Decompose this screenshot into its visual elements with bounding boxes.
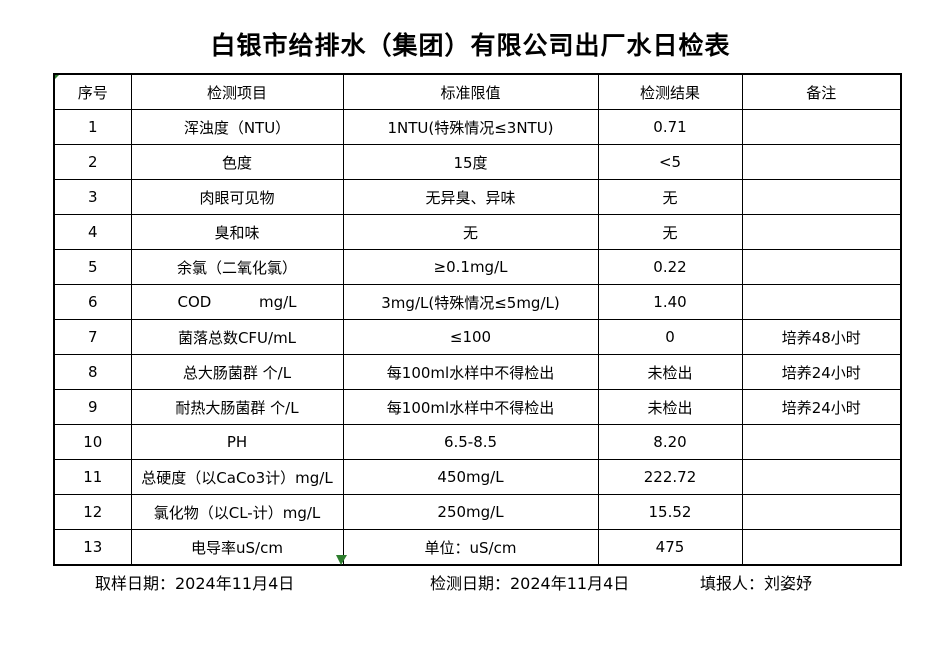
table-row: 7 菌落总数CFU/mL ≤100 0 培养48小时	[53, 319, 902, 355]
table-row: 11 总硬度（以CaCo3计）mg/L 450mg/L 222.72	[53, 459, 902, 495]
cell	[741, 214, 902, 250]
cell: 3	[53, 179, 132, 215]
cell: 1	[53, 109, 132, 145]
table-row: 1 浑浊度（NTU） 1NTU(特殊情况≤3NTU) 0.71	[53, 109, 902, 145]
cell	[741, 459, 902, 495]
cell: 15度	[342, 144, 599, 180]
table-row: 10 PH 6.5-8.5 8.20	[53, 424, 902, 460]
cell: 4	[53, 214, 132, 250]
cell: 12	[53, 494, 132, 530]
cell: 8	[53, 354, 132, 390]
cell: 臭和味	[130, 214, 344, 250]
cell: 10	[53, 424, 132, 460]
cell: 每100ml水样中不得检出	[342, 389, 599, 425]
table-row: 2 色度 15度 <5	[53, 144, 902, 180]
cell: 11	[53, 459, 132, 495]
cell: 余氯（二氧化氯）	[130, 249, 344, 285]
cell: 电导率uS/cm	[130, 529, 344, 566]
cell: <5	[597, 144, 743, 180]
cell	[741, 144, 902, 180]
table-header: 序号 检测项目 标准限值 检测结果 备注	[53, 73, 902, 110]
cell: 色度	[130, 144, 344, 180]
table-row: 6 COD mg/L 3mg/L(特殊情况≤5mg/L) 1.40	[53, 284, 902, 320]
cell: 13	[53, 529, 132, 566]
column-header-2: 标准限值	[342, 73, 599, 110]
cell: 总硬度（以CaCo3计）mg/L	[130, 459, 344, 495]
column-header-3: 检测结果	[597, 73, 743, 110]
cell	[741, 494, 902, 530]
cell	[741, 424, 902, 460]
cell: 250mg/L	[342, 494, 599, 530]
page-title: 白银市给排水（集团）有限公司出厂水日检表	[210, 31, 731, 60]
cell: 7	[53, 319, 132, 355]
cell	[741, 249, 902, 285]
cell: 未检出	[597, 354, 743, 390]
table-row: 8 总大肠菌群 个/L 每100ml水样中不得检出 未检出 培养24小时	[53, 354, 902, 390]
cell: 222.72	[597, 459, 743, 495]
cell: 肉眼可见物	[130, 179, 344, 215]
table-row: 9 耐热大肠菌群 个/L 每100ml水样中不得检出 未检出 培养24小时	[53, 389, 902, 425]
test-date-label: 检测日期：2024年11月4日	[430, 574, 630, 593]
cell: 1NTU(特殊情况≤3NTU)	[342, 109, 599, 145]
cell: 3mg/L(特殊情况≤5mg/L)	[342, 284, 599, 320]
cell	[741, 284, 902, 320]
cell: 0.71	[597, 109, 743, 145]
cell: 0.22	[597, 249, 743, 285]
cell: PH	[130, 424, 344, 460]
cell	[741, 179, 902, 215]
column-header-0: 序号	[53, 73, 132, 110]
table-body: 1 浑浊度（NTU） 1NTU(特殊情况≤3NTU) 0.71 2 色度 15度 <5 3 肉眼可…	[53, 109, 902, 566]
cell: 6	[53, 284, 132, 320]
cell: COD mg/L	[130, 284, 344, 320]
cell: 未检出	[597, 389, 743, 425]
cell: 6.5-8.5	[342, 424, 599, 460]
cell	[741, 529, 902, 566]
cell: 450mg/L	[342, 459, 599, 495]
cell: 无	[597, 214, 743, 250]
column-header-4: 备注	[741, 73, 902, 110]
cell: 单位：uS/cm	[342, 529, 599, 566]
column-header-1: 检测项目	[130, 73, 344, 110]
cell: 9	[53, 389, 132, 425]
table-row: 13 电导率uS/cm 单位：uS/cm 475	[53, 529, 902, 566]
cell: 无	[342, 214, 599, 250]
cell: 15.52	[597, 494, 743, 530]
cell: 培养48小时	[741, 319, 902, 355]
cell: 0	[597, 319, 743, 355]
table-row: 5 余氯（二氧化氯） ≥0.1mg/L 0.22	[53, 249, 902, 285]
cell: 无异臭、异味	[342, 179, 599, 215]
cell: 浑浊度（NTU）	[130, 109, 344, 145]
cell: 5	[53, 249, 132, 285]
cell: 菌落总数CFU/mL	[130, 319, 344, 355]
cell: 2	[53, 144, 132, 180]
header-row: 序号 检测项目 标准限值 检测结果 备注	[53, 73, 902, 110]
cell: 培养24小时	[741, 354, 902, 390]
cell	[741, 109, 902, 145]
cell: ≤100	[342, 319, 599, 355]
table-row: 4 臭和味无无	[53, 214, 902, 250]
cell: ≥0.1mg/L	[342, 249, 599, 285]
table-row: 12 氯化物（以CL-计）mg/L 250mg/L 15.52	[53, 494, 902, 530]
sampling-date-label: 取样日期：2024年11月4日	[95, 574, 295, 593]
reporter-label: 填报人：刘姿妤	[700, 574, 813, 593]
table-row: 3 肉眼可见物 无异臭、异味无	[53, 179, 902, 215]
cell: 1.40	[597, 284, 743, 320]
cell: 无	[597, 179, 743, 215]
inspection-table: 序号 检测项目 标准限值 检测结果 备注 1 浑浊度（NTU） 1NTU(特殊情况≤3NTU…	[53, 73, 902, 566]
cell: 总大肠菌群 个/L	[130, 354, 344, 390]
green-arrow-marker-icon	[336, 555, 347, 565]
cell: 8.20	[597, 424, 743, 460]
cell: 475	[597, 529, 743, 566]
cell: 耐热大肠菌群 个/L	[130, 389, 344, 425]
cell: 培养24小时	[741, 389, 902, 425]
cell: 每100ml水样中不得检出	[342, 354, 599, 390]
cell: 氯化物（以CL-计）mg/L	[130, 494, 344, 530]
